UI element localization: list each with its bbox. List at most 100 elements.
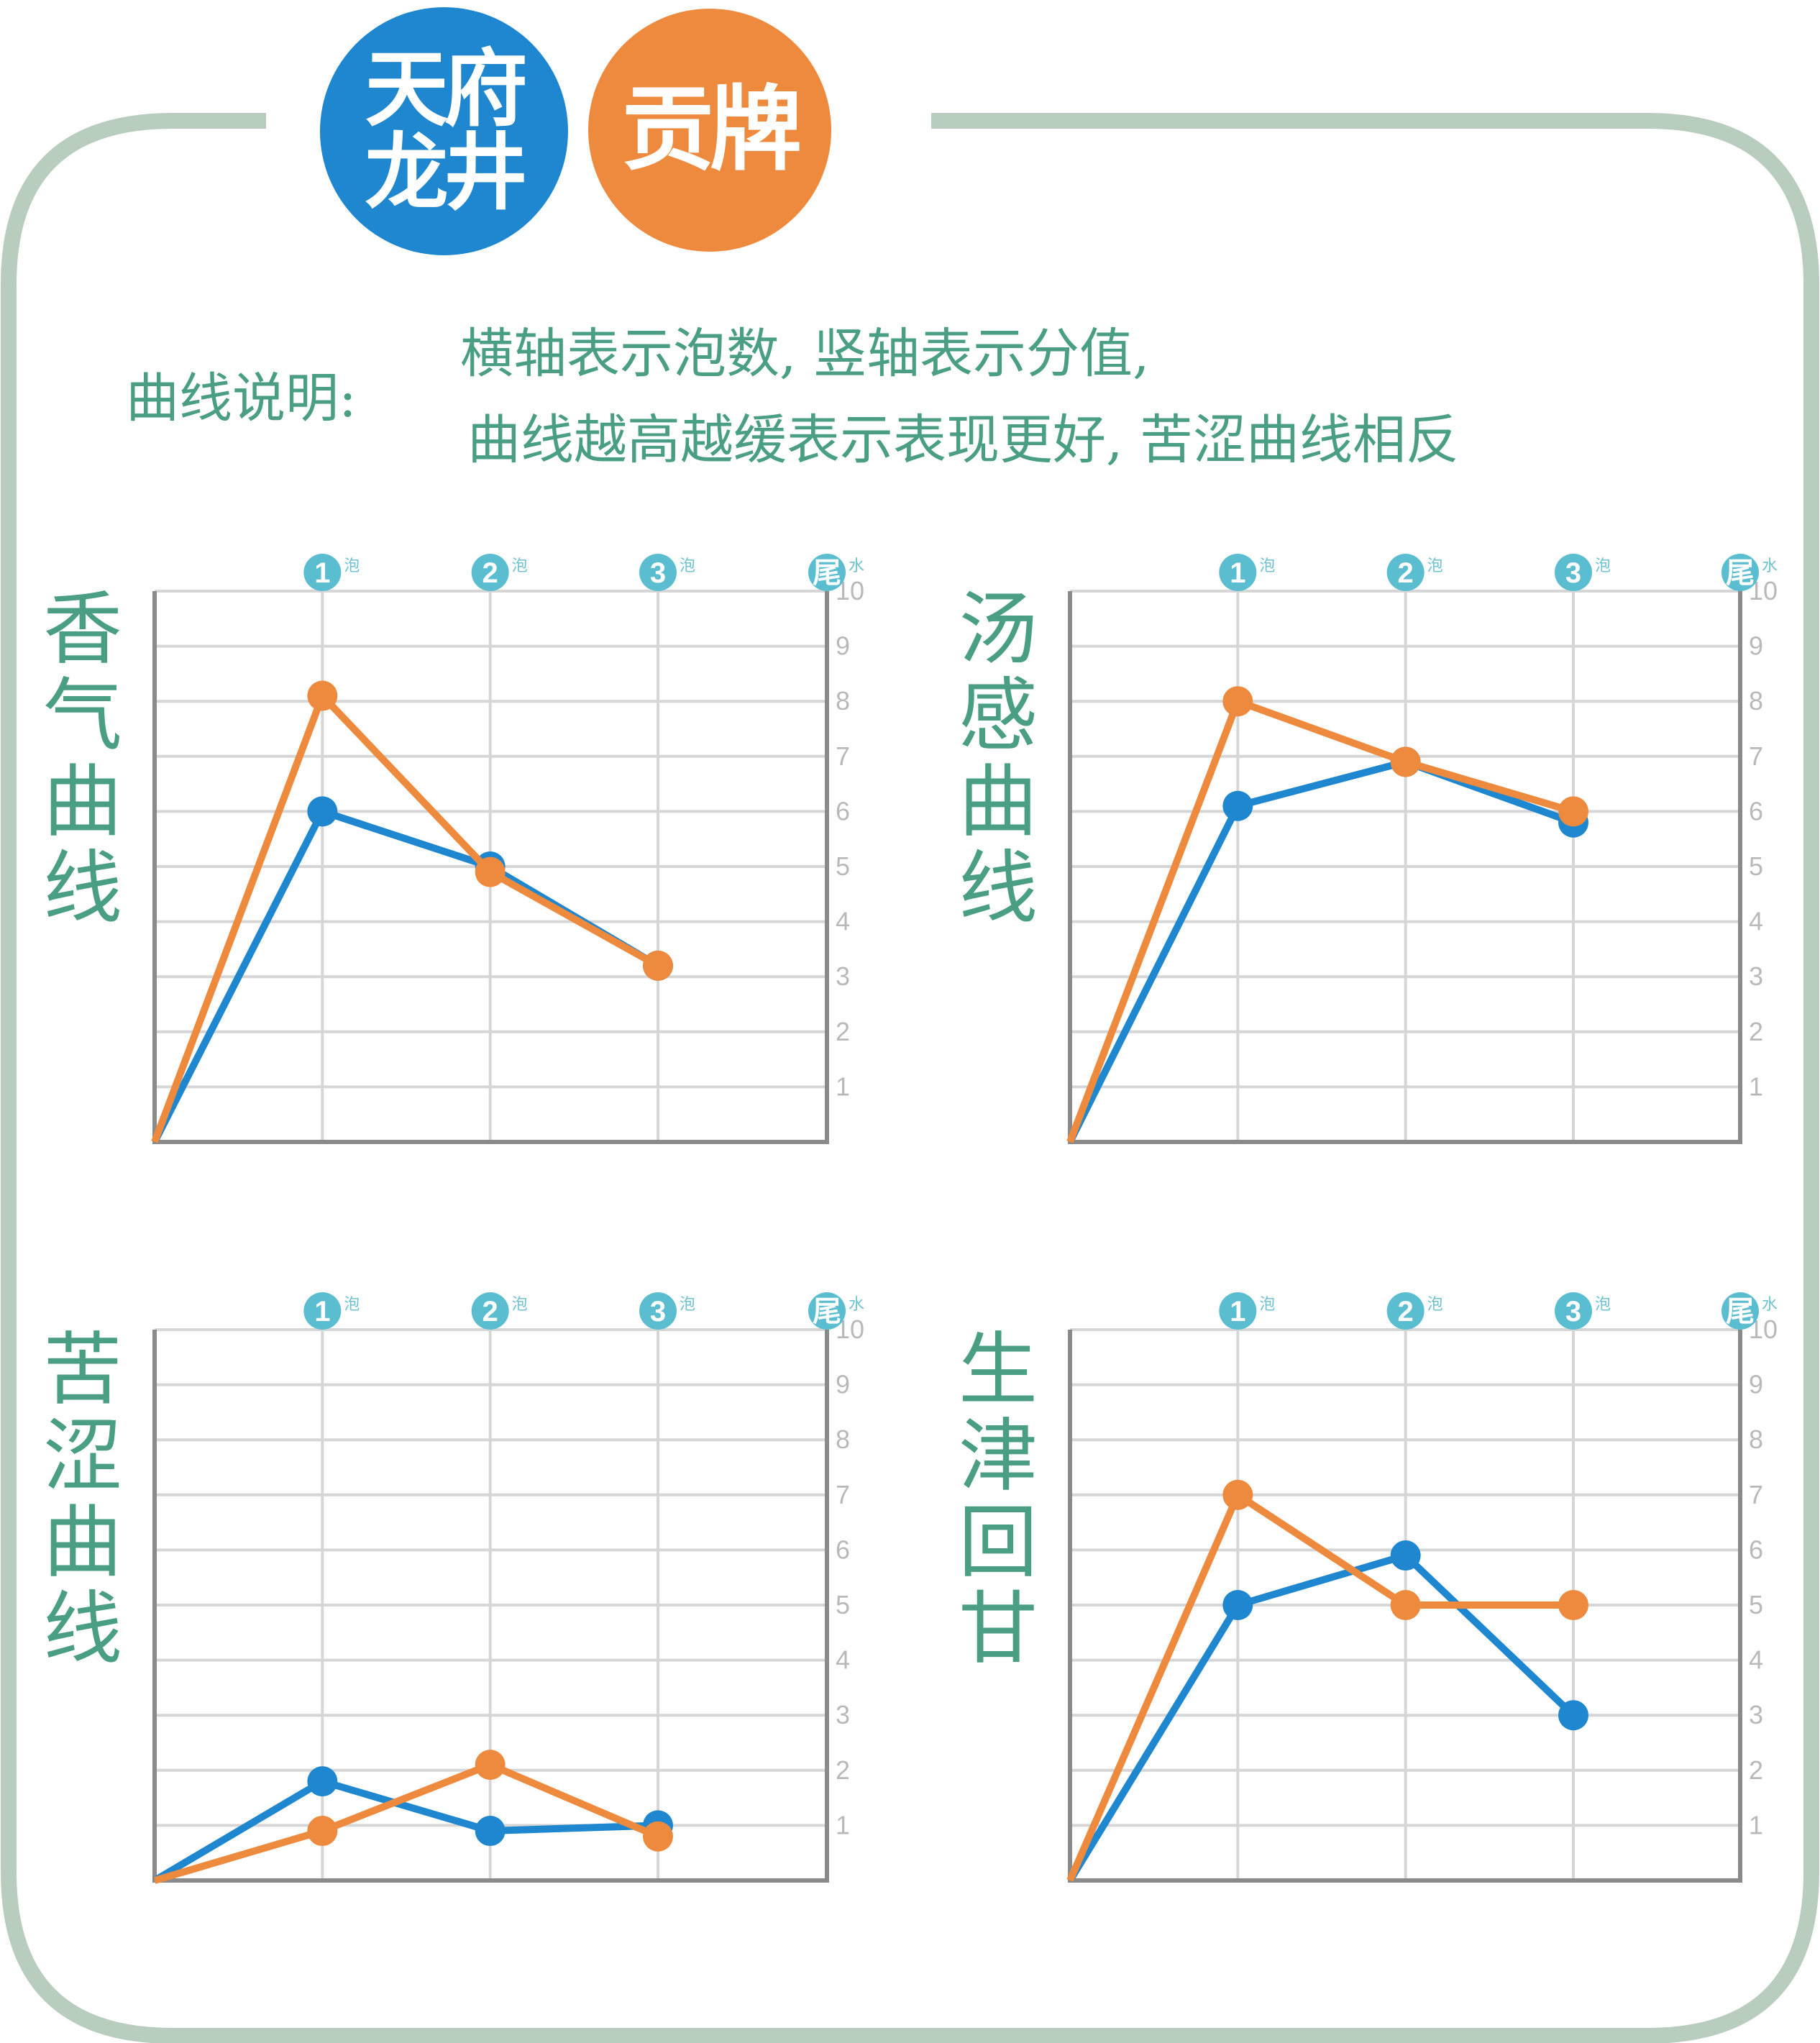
logo-text-orange: 贡牌: [621, 76, 802, 183]
series-line-orange: [151, 692, 660, 1143]
y-tick-label: 2: [1749, 1755, 1763, 1785]
data-point-orange: [643, 950, 673, 981]
chart-title-char: 回: [959, 1496, 1038, 1589]
x-marker-label: 1: [314, 1296, 330, 1327]
y-tick-label: 5: [1749, 1590, 1763, 1619]
x-marker-suffix: 泡: [1259, 1296, 1275, 1314]
x-marker-circle: [1386, 1292, 1425, 1330]
x-marker-label: 2: [1398, 557, 1414, 589]
x-marker-suffix: 水: [849, 1296, 864, 1314]
x-marker-circle: [471, 1292, 509, 1330]
legend-label: 曲线说明:: [126, 367, 357, 429]
x-marker-circle: [303, 1292, 342, 1330]
data-point-orange: [475, 856, 506, 887]
data-point-blue: [1222, 790, 1253, 821]
x-marker-label: 3: [650, 557, 666, 589]
y-tick-label: 4: [836, 1645, 850, 1675]
series-line-blue: [1066, 758, 1575, 1144]
data-point-orange: [475, 1750, 506, 1781]
y-tick-label: 9: [1749, 1370, 1763, 1399]
x-marker-label: 2: [1398, 1296, 1414, 1327]
x-marker-circle: [1219, 554, 1257, 591]
y-tick-label: 1: [1749, 1810, 1763, 1839]
chart-1: 123456789101 泡 2 泡 3 泡尾水: [1066, 554, 1778, 1144]
x-marker-circle: [303, 554, 342, 591]
x-marker-label: 2: [483, 1296, 498, 1327]
y-tick-label: 7: [836, 1480, 850, 1509]
series-line-blue: [152, 1778, 659, 1884]
y-tick-label: 6: [836, 796, 850, 826]
chart-title-aftertaste: 生 津 回 甘: [951, 1327, 1045, 1672]
brand-logo-orange: 贡牌: [588, 9, 831, 252]
data-point-orange: [307, 680, 338, 711]
y-tick-label: 3: [1749, 961, 1763, 991]
x-marker-circle: [808, 554, 846, 591]
x-marker-label: 1: [1230, 557, 1245, 589]
data-point-orange: [1558, 1590, 1588, 1620]
chart-3: 123456789101 泡 2 泡 3 泡尾水: [1066, 1292, 1778, 1883]
y-tick-label: 2: [836, 1755, 850, 1785]
y-tick-label: 1: [1749, 1071, 1763, 1101]
x-marker-label: 2: [483, 557, 498, 589]
data-point-orange: [1558, 796, 1588, 827]
chart-title-char: 甘: [959, 1583, 1038, 1675]
x-marker-suffix: 水: [1762, 557, 1778, 575]
y-tick-label: 6: [1749, 1535, 1763, 1564]
x-marker-circle: [1555, 1292, 1592, 1330]
chart-title-aroma: 香 气 曲 线: [36, 586, 129, 931]
brand-logo-blue: 天府 龙井: [320, 7, 568, 255]
y-tick-label: 8: [1749, 1425, 1763, 1454]
y-tick-label: 1: [836, 1810, 850, 1839]
chart-title-char: 线: [43, 1583, 122, 1675]
y-tick-label: 4: [1749, 1645, 1763, 1675]
data-point-orange: [643, 1821, 673, 1852]
y-tick-label: 7: [1749, 1480, 1763, 1509]
y-tick-label: 9: [836, 1370, 850, 1399]
data-point-blue: [1558, 1700, 1588, 1731]
x-marker-suffix: 泡: [1427, 1296, 1443, 1314]
data-point-blue: [1222, 1590, 1253, 1620]
data-point-orange: [1222, 686, 1253, 717]
series-line-orange: [153, 1761, 659, 1884]
data-point-orange: [307, 1816, 338, 1847]
x-marker-suffix: 泡: [512, 1296, 528, 1314]
y-tick-label: 5: [1749, 851, 1763, 881]
chart-title-char: 涩: [43, 1410, 122, 1502]
x-marker-circle: [1555, 554, 1592, 591]
x-marker-suffix: 水: [1762, 1296, 1778, 1314]
y-tick-label: 5: [836, 1590, 850, 1619]
y-tick-label: 4: [1749, 907, 1763, 936]
series-line-blue: [1066, 1552, 1576, 1883]
x-marker-circle: [808, 1292, 846, 1330]
x-marker-circle: [639, 1292, 677, 1330]
x-marker-suffix: 泡: [1259, 557, 1275, 575]
data-point-blue: [1390, 1540, 1421, 1571]
chart-title-char: 津: [959, 1410, 1038, 1502]
y-tick-label: 8: [836, 1425, 850, 1454]
x-marker-circle: [1386, 554, 1425, 591]
y-tick-label: 8: [1749, 686, 1763, 716]
y-tick-label: 4: [836, 907, 850, 936]
chart-title-char: 曲: [43, 1496, 122, 1589]
x-marker-suffix: 泡: [512, 557, 528, 575]
chart-title-bitterness: 苦 涩 曲 线: [36, 1327, 129, 1672]
data-point-orange: [1222, 1479, 1253, 1510]
x-marker-label: 3: [1565, 1296, 1581, 1327]
x-marker-label: 1: [1230, 1296, 1245, 1327]
logo-text-line2: 龙井: [365, 124, 528, 221]
chart-title-char: 线: [959, 842, 1038, 934]
data-point-blue: [475, 1816, 506, 1847]
chart-2: 123456789101 泡 2 泡 3 泡尾水: [152, 1292, 864, 1884]
x-marker-label: 3: [1565, 557, 1581, 589]
x-marker-suffix: 泡: [344, 1296, 360, 1314]
x-marker-suffix: 泡: [1427, 557, 1443, 575]
y-tick-label: 6: [1749, 796, 1763, 826]
x-marker-circle: [471, 554, 509, 591]
y-tick-label: 3: [1749, 1700, 1763, 1729]
x-marker-suffix: 泡: [680, 557, 695, 575]
x-marker-label: 尾: [1726, 557, 1755, 589]
y-tick-label: 8: [836, 686, 850, 716]
x-marker-suffix: 泡: [1595, 1296, 1611, 1314]
chart-title-char: 汤: [959, 583, 1038, 675]
